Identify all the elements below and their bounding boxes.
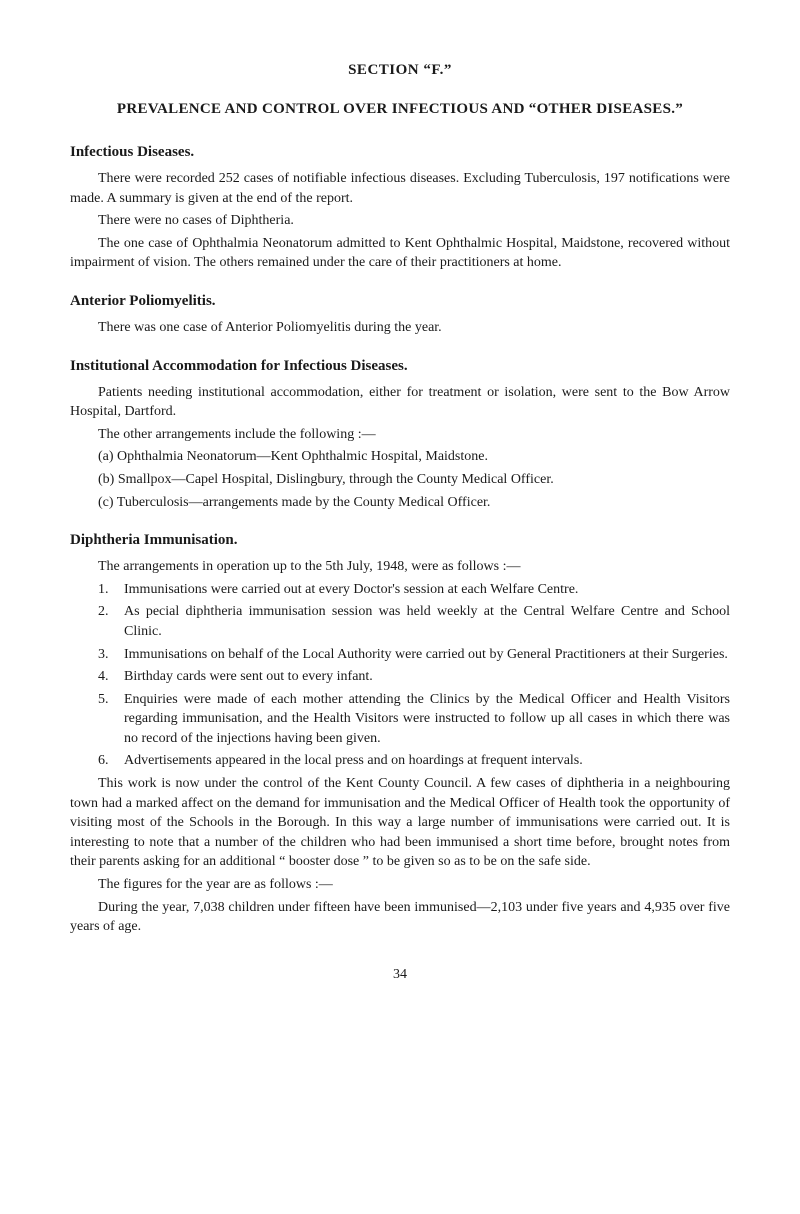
diphtheria-p-after3: During the year, 7,038 children under fi… — [70, 898, 730, 937]
diphtheria-p-after2: The figures for the year are as follows … — [70, 875, 730, 895]
item-number: 3. — [98, 645, 124, 665]
item-text: Advertisements appeared in the local pre… — [124, 751, 730, 771]
diphtheria-heading: Diphtheria Immunisation. — [70, 530, 730, 551]
diphtheria-p-after1: This work is now under the control of th… — [70, 774, 730, 872]
polio-p1: There was one case of Anterior Poliomyel… — [70, 318, 730, 338]
institutional-p2: The other arrangements include the follo… — [70, 425, 730, 445]
diphtheria-item: 3. Immunisations on behalf of the Local … — [98, 645, 730, 665]
item-text: As pecial diphtheria immunisation sessio… — [124, 602, 730, 641]
item-text: Birthday cards were sent out to every in… — [124, 667, 730, 687]
item-number: 5. — [98, 690, 124, 749]
main-title: PREVALENCE AND CONTROL OVER INFECTIOUS A… — [70, 99, 730, 120]
institutional-p1: Patients needing institutional accommoda… — [70, 383, 730, 422]
diphtheria-intro: The arrangements in operation up to the … — [70, 557, 730, 577]
section-label: SECTION “F.” — [70, 60, 730, 81]
item-text: Immunisations were carried out at every … — [124, 580, 730, 600]
item-number: 1. — [98, 580, 124, 600]
polio-heading: Anterior Poliomyelitis. — [70, 291, 730, 312]
institutional-heading: Institutional Accommodation for Infectio… — [70, 356, 730, 377]
institutional-item-c: (c) Tuberculosis—arrangements made by th… — [98, 493, 730, 513]
item-text: Enquiries were made of each mother atten… — [124, 690, 730, 749]
institutional-item-a: (a) Ophthalmia Neonatorum—Kent Ophthalmi… — [98, 447, 730, 467]
diphtheria-item: 5. Enquiries were made of each mother at… — [98, 690, 730, 749]
diphtheria-item: 2. As pecial diphtheria immunisation ses… — [98, 602, 730, 641]
infectious-p3: The one case of Ophthalmia Neonatorum ad… — [70, 234, 730, 273]
infectious-p2: There were no cases of Diphtheria. — [70, 211, 730, 231]
page-number: 34 — [70, 965, 730, 985]
diphtheria-item: 1. Immunisations were carried out at eve… — [98, 580, 730, 600]
infectious-p1: There were recorded 252 cases of notifia… — [70, 169, 730, 208]
institutional-item-b: (b) Smallpox—Capel Hospital, Dislingbury… — [98, 470, 730, 490]
item-number: 4. — [98, 667, 124, 687]
item-number: 2. — [98, 602, 124, 641]
infectious-heading: Infectious Diseases. — [70, 142, 730, 163]
item-text: Immunisations on behalf of the Local Aut… — [124, 645, 730, 665]
diphtheria-item: 6. Advertisements appeared in the local … — [98, 751, 730, 771]
item-number: 6. — [98, 751, 124, 771]
diphtheria-item: 4. Birthday cards were sent out to every… — [98, 667, 730, 687]
